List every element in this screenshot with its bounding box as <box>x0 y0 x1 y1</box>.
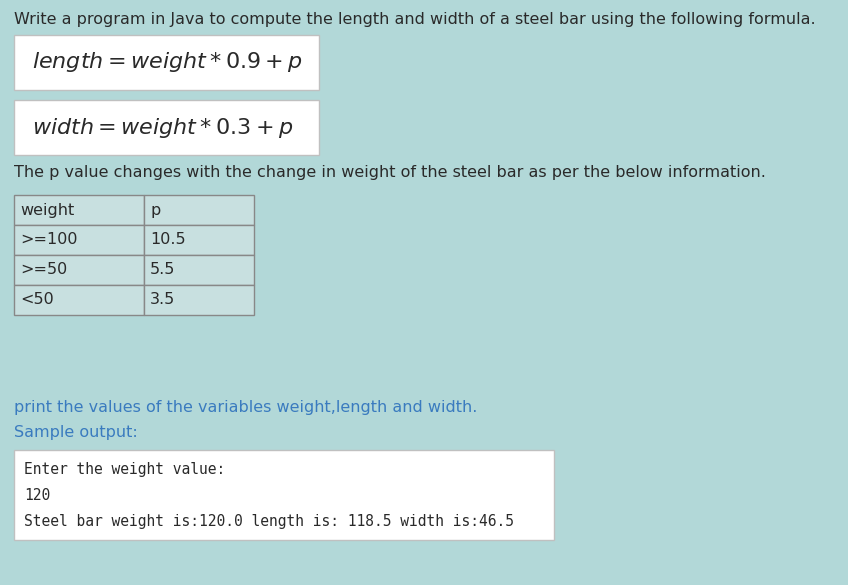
Text: 120: 120 <box>24 488 50 503</box>
FancyBboxPatch shape <box>14 225 144 255</box>
Text: 10.5: 10.5 <box>150 232 186 247</box>
Text: 5.5: 5.5 <box>150 263 176 277</box>
Text: $\mathit{length} = \mathit{weight} * 0.9 + p$: $\mathit{length} = \mathit{weight} * 0.9… <box>32 50 303 74</box>
Text: Steel bar weight is:120.0 length is: 118.5 width is:46.5: Steel bar weight is:120.0 length is: 118… <box>24 514 514 529</box>
Text: print the values of the variables weight,length and width.: print the values of the variables weight… <box>14 400 477 415</box>
Text: >=100: >=100 <box>20 232 77 247</box>
FancyBboxPatch shape <box>14 255 144 285</box>
Text: Sample output:: Sample output: <box>14 425 137 440</box>
Text: weight: weight <box>20 202 75 218</box>
Text: $\mathit{width} = \mathit{weight} * 0.3 + p$: $\mathit{width} = \mathit{weight} * 0.3 … <box>32 115 293 139</box>
FancyBboxPatch shape <box>14 450 554 540</box>
FancyBboxPatch shape <box>144 195 254 225</box>
FancyBboxPatch shape <box>14 195 144 225</box>
Text: Enter the weight value:: Enter the weight value: <box>24 462 226 477</box>
Text: Write a program in Java to compute the length and width of a steel bar using the: Write a program in Java to compute the l… <box>14 12 816 27</box>
Text: The p value changes with the change in weight of the steel bar as per the below : The p value changes with the change in w… <box>14 165 766 180</box>
FancyBboxPatch shape <box>144 285 254 315</box>
FancyBboxPatch shape <box>14 100 319 155</box>
Text: 3.5: 3.5 <box>150 292 176 308</box>
Text: <50: <50 <box>20 292 53 308</box>
FancyBboxPatch shape <box>144 225 254 255</box>
FancyBboxPatch shape <box>144 255 254 285</box>
FancyBboxPatch shape <box>14 35 319 90</box>
Text: >=50: >=50 <box>20 263 67 277</box>
Text: p: p <box>150 202 160 218</box>
FancyBboxPatch shape <box>14 285 144 315</box>
